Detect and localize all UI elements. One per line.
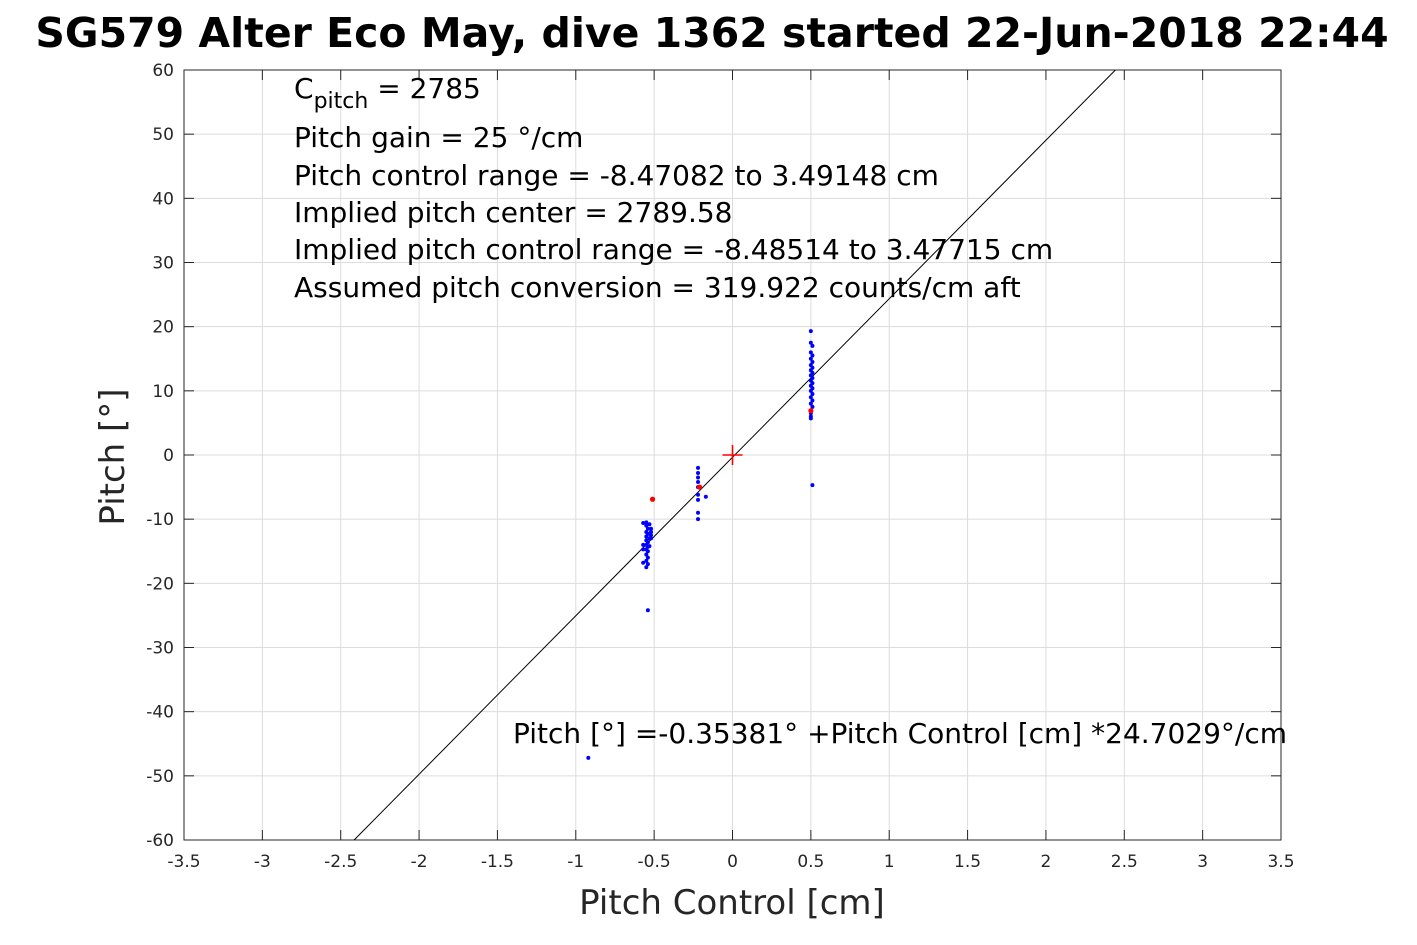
y-tick-label: 20 bbox=[152, 318, 174, 338]
y-tick-label: -10 bbox=[146, 510, 174, 530]
outlier-point bbox=[649, 496, 656, 502]
x-tick-label: 3.5 bbox=[1267, 852, 1294, 872]
scatter-points bbox=[586, 329, 815, 760]
y-axis-label: Pitch [°] bbox=[93, 388, 133, 525]
y-tick-label: -60 bbox=[146, 831, 174, 851]
x-axis-label: Pitch Control [cm] bbox=[579, 883, 885, 923]
data-point bbox=[647, 544, 652, 549]
x-tick-label: 2.5 bbox=[1111, 852, 1138, 872]
c-pitch-symbol: C bbox=[294, 72, 314, 105]
y-tick-label: 0 bbox=[163, 446, 174, 466]
data-point bbox=[645, 562, 650, 567]
x-tick-label: -3 bbox=[254, 852, 271, 872]
grid-lines bbox=[183, 69, 1282, 841]
data-point bbox=[810, 343, 815, 348]
data-point bbox=[641, 542, 646, 547]
data-point bbox=[810, 353, 815, 358]
data-point bbox=[645, 608, 650, 613]
y-tick-label: 60 bbox=[152, 61, 174, 81]
data-point bbox=[696, 465, 701, 470]
data-point bbox=[810, 404, 815, 409]
data-point bbox=[810, 392, 815, 397]
y-tick-label: 40 bbox=[152, 189, 174, 209]
data-point bbox=[696, 497, 701, 502]
data-point bbox=[808, 416, 813, 421]
c-pitch-subscript: pitch bbox=[314, 89, 369, 114]
x-tick-label: 1.5 bbox=[954, 852, 981, 872]
x-tick-labels: -3.5 -3 -2.5 -2 -1.5 -1 -0.5 0 0.5 1 1.5 2 2.5 3 3.5 bbox=[167, 852, 1294, 872]
outlier-point bbox=[808, 408, 814, 414]
x-tick-label: 2 bbox=[1041, 852, 1052, 872]
annotation-pitch-gain: Pitch gain = 25 °/cm bbox=[294, 121, 583, 154]
data-point bbox=[641, 547, 646, 552]
data-point bbox=[696, 475, 701, 480]
x-tick-label: -1 bbox=[567, 852, 584, 872]
data-point bbox=[696, 470, 701, 475]
data-point bbox=[649, 526, 654, 531]
data-point bbox=[808, 329, 813, 334]
annotation-control-range: Pitch control range = -8.47082 to 3.4914… bbox=[294, 159, 939, 192]
data-point bbox=[649, 536, 654, 541]
data-point bbox=[810, 398, 815, 403]
y-tick-label: -20 bbox=[146, 574, 174, 594]
y-tick-label: 50 bbox=[152, 125, 174, 145]
y-tick-label: -50 bbox=[146, 767, 174, 787]
x-tick-label: 3 bbox=[1197, 852, 1208, 872]
data-point bbox=[696, 510, 701, 515]
annotation-implied-center: Implied pitch center = 2789.58 bbox=[294, 196, 732, 229]
y-tick-labels: -60 -50 -40 -30 -20 -10 0 10 20 30 40 50 60 bbox=[146, 61, 174, 851]
x-tick-label: -1.5 bbox=[481, 852, 514, 872]
x-tick-label: 0.5 bbox=[797, 852, 824, 872]
data-point bbox=[808, 350, 813, 355]
data-point bbox=[641, 521, 646, 526]
data-point bbox=[645, 526, 650, 531]
annotation-implied-range: Implied pitch control range = -8.48514 t… bbox=[294, 233, 1053, 266]
y-tick-label: 30 bbox=[152, 254, 174, 274]
y-tick-label: -40 bbox=[146, 703, 174, 723]
data-point bbox=[644, 523, 649, 528]
x-tick-label: 1 bbox=[884, 852, 895, 872]
data-point bbox=[647, 522, 652, 527]
x-tick-label: -0.5 bbox=[638, 852, 671, 872]
axis-ticks bbox=[183, 69, 1282, 841]
data-point bbox=[644, 552, 649, 557]
data-point bbox=[808, 388, 813, 393]
data-point bbox=[703, 494, 708, 499]
center-marker bbox=[722, 445, 743, 465]
data-point bbox=[645, 549, 650, 554]
c-pitch-value: = 2785 bbox=[368, 72, 481, 105]
data-point bbox=[808, 356, 813, 361]
annotation-fit-equation: Pitch [°] =-0.35381° +Pitch Control [cm]… bbox=[513, 717, 1287, 750]
x-tick-label: -3.5 bbox=[167, 852, 200, 872]
data-point bbox=[644, 520, 649, 525]
data-point bbox=[649, 533, 654, 538]
x-tick-label: 0 bbox=[727, 852, 738, 872]
x-tick-label: -2 bbox=[411, 852, 428, 872]
data-point bbox=[696, 492, 701, 497]
data-point bbox=[644, 558, 649, 563]
x-tick-label: -2.5 bbox=[324, 852, 357, 872]
data-point bbox=[808, 340, 813, 345]
data-point bbox=[586, 755, 591, 760]
y-tick-label: -30 bbox=[146, 639, 174, 659]
data-point bbox=[810, 483, 815, 488]
data-point bbox=[808, 401, 813, 406]
outlier-points bbox=[649, 408, 814, 502]
data-point bbox=[696, 479, 701, 484]
data-point bbox=[644, 565, 649, 570]
outlier-point bbox=[696, 484, 703, 490]
data-point bbox=[641, 560, 646, 565]
data-point bbox=[645, 555, 650, 560]
data-point bbox=[644, 534, 649, 539]
annotation-c-pitch: Cpitch = 2785 bbox=[294, 72, 481, 114]
data-point bbox=[808, 395, 813, 400]
chart-title: SG579 Alter Eco May, dive 1362 started 2… bbox=[35, 9, 1388, 57]
annotation-conversion: Assumed pitch conversion = 319.922 count… bbox=[294, 271, 1021, 304]
y-tick-label: 10 bbox=[152, 382, 174, 402]
data-point bbox=[649, 530, 654, 534]
data-point bbox=[810, 359, 815, 364]
data-point bbox=[696, 517, 701, 522]
